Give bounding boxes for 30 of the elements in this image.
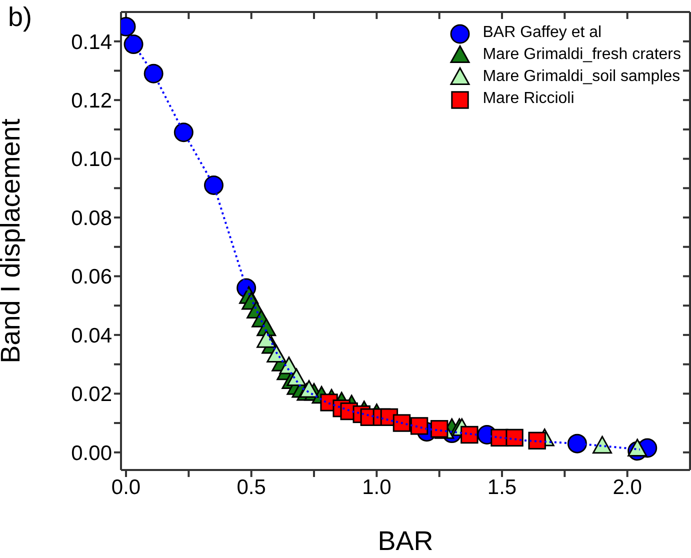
text: b) [8, 2, 32, 33]
x-tick-label: 2.0 [612, 476, 642, 499]
x-tick-label: 0.0 [111, 476, 141, 499]
point [174, 122, 194, 142]
y-tick-label: 0.04 [71, 324, 112, 348]
legend-label: Mare Grimaldi_soil samples [482, 68, 680, 86]
point [592, 436, 612, 454]
legend-label: BAR Gaffey et al [482, 24, 602, 42]
point [124, 34, 144, 54]
y-tick-label: 0.10 [71, 148, 112, 172]
point [256, 330, 276, 348]
y-tick-label: 0.14 [71, 30, 112, 54]
point [144, 64, 164, 84]
y-tick-label: 0.00 [71, 442, 112, 465]
x-tick-label: 1.0 [362, 476, 392, 499]
y-tick-label: 0.12 [71, 90, 112, 113]
legend-label: Mare Riccioli [482, 90, 574, 108]
y-tick-label: 0.08 [71, 206, 112, 230]
y-axis-title: Band I displacement [0, 118, 26, 364]
x-tick-label: 1.5 [487, 476, 517, 499]
point [299, 380, 319, 398]
point [266, 344, 286, 363]
point [628, 438, 648, 456]
point [204, 175, 224, 195]
legend-label: Mare Grimaldi_fresh craters [482, 46, 681, 64]
y-tick-label: 0.06 [71, 266, 112, 289]
x-tick-label: 0.5 [236, 476, 266, 499]
y-tick-label: 0.02 [71, 383, 112, 406]
point [286, 368, 306, 386]
x-axis-title: BAR [378, 526, 434, 556]
